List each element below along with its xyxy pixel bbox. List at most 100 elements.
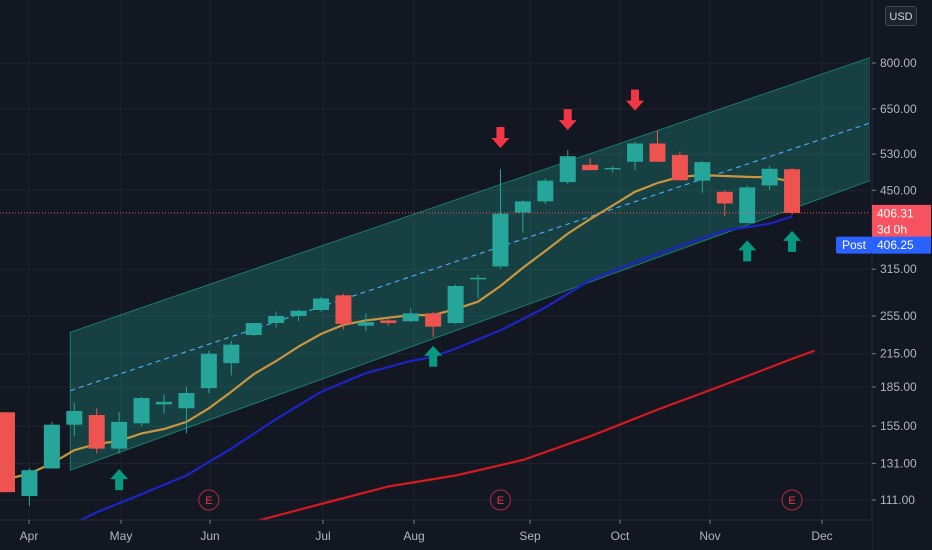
candle	[470, 274, 487, 299]
moving-average-line	[231, 349, 815, 529]
candle-body	[402, 313, 419, 322]
candle-body	[268, 315, 285, 324]
candle-body	[156, 401, 173, 405]
candle	[156, 394, 173, 414]
candle	[649, 130, 666, 163]
candle-body	[470, 277, 487, 280]
time-axis-background	[0, 520, 872, 550]
earnings-marker[interactable]: E	[198, 489, 220, 511]
candle-body	[380, 320, 397, 324]
earnings-label: E	[788, 495, 795, 507]
candle	[111, 412, 128, 454]
candle	[133, 396, 150, 427]
candle-body	[582, 164, 599, 171]
price-axis[interactable]: 111.00 131.00 155.00 185.00 215.00 255.00 315.…	[871, 0, 932, 550]
candle-body	[223, 344, 240, 364]
price-badge-label: 406.25	[877, 238, 914, 252]
candle-body	[313, 298, 330, 310]
earnings-marker[interactable]: E	[781, 489, 803, 511]
down-arrow-icon	[491, 127, 510, 149]
candle	[223, 340, 240, 376]
candle-body	[88, 414, 105, 449]
price-tick-label: 450.00	[880, 183, 917, 197]
up-arrow-icon	[424, 345, 443, 367]
grid-lines	[0, 0, 870, 520]
candle-body	[537, 180, 554, 202]
candle	[492, 169, 509, 269]
candle	[537, 178, 554, 204]
candle	[178, 386, 195, 434]
up-arrow-icon	[738, 240, 757, 262]
candle-body	[245, 323, 262, 335]
candle	[335, 293, 352, 330]
price-badge-prefix: Post	[842, 238, 867, 252]
candle-body	[761, 168, 778, 186]
moving-average-line	[6, 173, 793, 481]
candle	[402, 308, 419, 323]
time-axis[interactable]: Apr May Jun Jul Aug Sep Oct Nov Dec	[0, 519, 872, 550]
price-tick-label: 185.00	[880, 380, 917, 394]
price-badge-label: 3d 0h	[877, 222, 907, 236]
up-arrow-icon	[110, 469, 129, 491]
time-tick-label: Jul	[315, 529, 330, 543]
candle-body	[784, 169, 801, 213]
price-tick-label: 131.00	[880, 456, 917, 470]
price-tick-label: 111.00	[880, 493, 915, 507]
candle-body	[694, 162, 711, 181]
candle	[43, 421, 60, 469]
candle	[739, 185, 756, 224]
candle-body	[335, 295, 352, 324]
price-tick-label: 215.00	[880, 347, 917, 361]
price-tick-label: 800.00	[880, 56, 917, 70]
candle	[380, 317, 397, 326]
price-tick-label: 155.00	[880, 419, 917, 433]
candle	[627, 141, 644, 171]
currency-button[interactable]: USD	[885, 6, 917, 26]
candle-body	[447, 285, 464, 324]
candle-body	[425, 313, 442, 327]
candle	[761, 166, 778, 190]
candle-body	[178, 393, 195, 409]
regression-channel	[69, 57, 871, 471]
candlesticks	[0, 130, 801, 507]
candle-body	[649, 143, 666, 162]
price-badge: Post 406.25	[836, 236, 931, 254]
candle-body	[739, 187, 756, 224]
up-arrow-icon	[783, 230, 802, 252]
time-tick-label: Aug	[403, 529, 424, 543]
candle-body	[200, 353, 217, 389]
candle-body	[716, 191, 733, 204]
time-tick-label: May	[110, 529, 133, 543]
time-tick-label: Apr	[20, 529, 39, 543]
candle	[447, 284, 464, 324]
time-tick-label: Sep	[519, 529, 541, 543]
channel-midline	[70, 122, 871, 392]
price-tick-label: 530.00	[880, 147, 917, 161]
candle-body	[290, 310, 307, 316]
earnings-marker[interactable]: E	[489, 489, 512, 511]
candle	[290, 309, 307, 322]
earnings-label: E	[497, 495, 504, 507]
candle-body	[514, 201, 531, 213]
candle	[200, 350, 217, 394]
candle	[245, 323, 262, 336]
channel-upper-line	[70, 57, 871, 333]
time-tick-label: Nov	[699, 529, 720, 543]
candle	[514, 200, 531, 233]
candle	[582, 158, 599, 171]
candle	[694, 160, 711, 193]
candle	[0, 412, 15, 493]
candle-body	[21, 470, 38, 497]
price-tick-label: 315.00	[880, 262, 917, 276]
price-badge-box	[872, 220, 931, 238]
price-axis-background	[872, 0, 932, 550]
candle	[357, 313, 374, 332]
price-badge-box	[872, 236, 931, 254]
candle	[66, 403, 83, 437]
candle-body	[111, 421, 128, 449]
candle	[604, 166, 621, 173]
down-arrow-icon	[558, 109, 577, 131]
